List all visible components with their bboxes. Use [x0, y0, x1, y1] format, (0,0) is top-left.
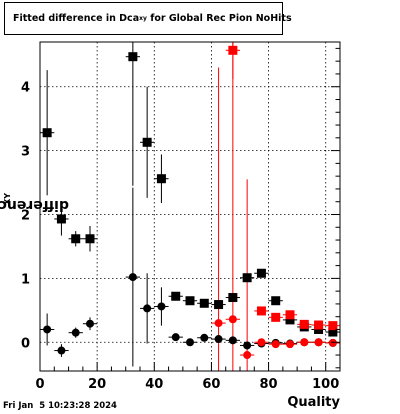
title-subscript: xy	[139, 15, 147, 22]
square-marker	[314, 320, 324, 330]
circle-marker	[214, 319, 223, 328]
x-tick-label: 80	[260, 377, 278, 392]
circle-marker	[286, 340, 294, 349]
circle-marker	[171, 333, 180, 342]
square-marker	[214, 300, 224, 310]
square-marker	[42, 128, 52, 138]
y-tick-label: 2	[21, 208, 30, 223]
x-tick-label: 0	[35, 377, 44, 392]
circle-marker	[228, 336, 237, 345]
circle-marker	[157, 302, 166, 311]
square-marker	[285, 315, 295, 325]
circle-marker	[300, 338, 309, 347]
square-marker	[71, 234, 81, 244]
circle-marker	[271, 340, 280, 349]
circle-marker	[328, 338, 337, 347]
circle-marker	[243, 351, 252, 360]
y-tick-label: 3	[21, 145, 30, 160]
error-bars	[40, 42, 340, 371]
data-markers	[42, 45, 338, 360]
circle-marker	[228, 315, 237, 324]
tick-labels: 0 20 40 60 80 100 0 1 2 3 4	[21, 81, 339, 392]
square-marker	[242, 273, 252, 283]
square-marker	[128, 52, 138, 62]
circle-marker	[128, 273, 137, 282]
x-tick-label: 40	[145, 377, 163, 392]
square-marker	[256, 306, 266, 316]
square-marker	[271, 312, 281, 322]
square-marker	[271, 296, 281, 306]
title-rest: for Global Rec Pion NoHits	[146, 13, 292, 24]
square-marker	[228, 45, 238, 55]
square-marker	[328, 327, 338, 337]
title-main: Fitted difference in Dca	[13, 13, 140, 24]
circle-marker	[57, 346, 66, 355]
y-tick-label: 1	[21, 272, 30, 287]
circle-marker	[143, 304, 152, 313]
x-tick-label: 100	[312, 377, 339, 392]
square-marker	[185, 296, 195, 306]
circle-marker	[86, 319, 94, 328]
square-marker	[299, 319, 309, 329]
square-marker	[85, 234, 95, 244]
plot-frame	[39, 41, 341, 372]
circle-marker	[43, 325, 52, 334]
circle-marker	[257, 338, 266, 347]
square-marker	[142, 137, 152, 147]
circle-marker	[243, 341, 252, 350]
axis-ticks	[39, 47, 341, 371]
square-marker	[56, 214, 66, 224]
square-marker	[228, 293, 238, 303]
x-tick-label: 60	[202, 377, 220, 392]
y-axis-label-main: difference in Dca	[0, 196, 69, 213]
y-tick-label: 0	[21, 336, 30, 351]
x-tick-label: 20	[88, 377, 106, 392]
circle-marker	[214, 335, 223, 344]
chart-title: Fitted difference in Dca xy for Global Re…	[4, 2, 292, 35]
square-marker	[285, 310, 295, 320]
square-marker	[256, 268, 266, 278]
square-marker	[199, 298, 209, 308]
grid-lines	[39, 42, 340, 371]
timestamp: Fri Jan 5 10:23:28 2024	[3, 401, 117, 411]
circle-marker	[71, 328, 80, 337]
square-marker	[171, 291, 181, 301]
circle-marker	[200, 333, 209, 342]
square-marker	[156, 174, 166, 184]
circle-marker	[186, 338, 194, 347]
x-axis-label: Quality	[287, 395, 340, 410]
square-marker	[328, 321, 338, 331]
circle-marker	[314, 338, 323, 347]
y-tick-label: 4	[21, 81, 30, 96]
